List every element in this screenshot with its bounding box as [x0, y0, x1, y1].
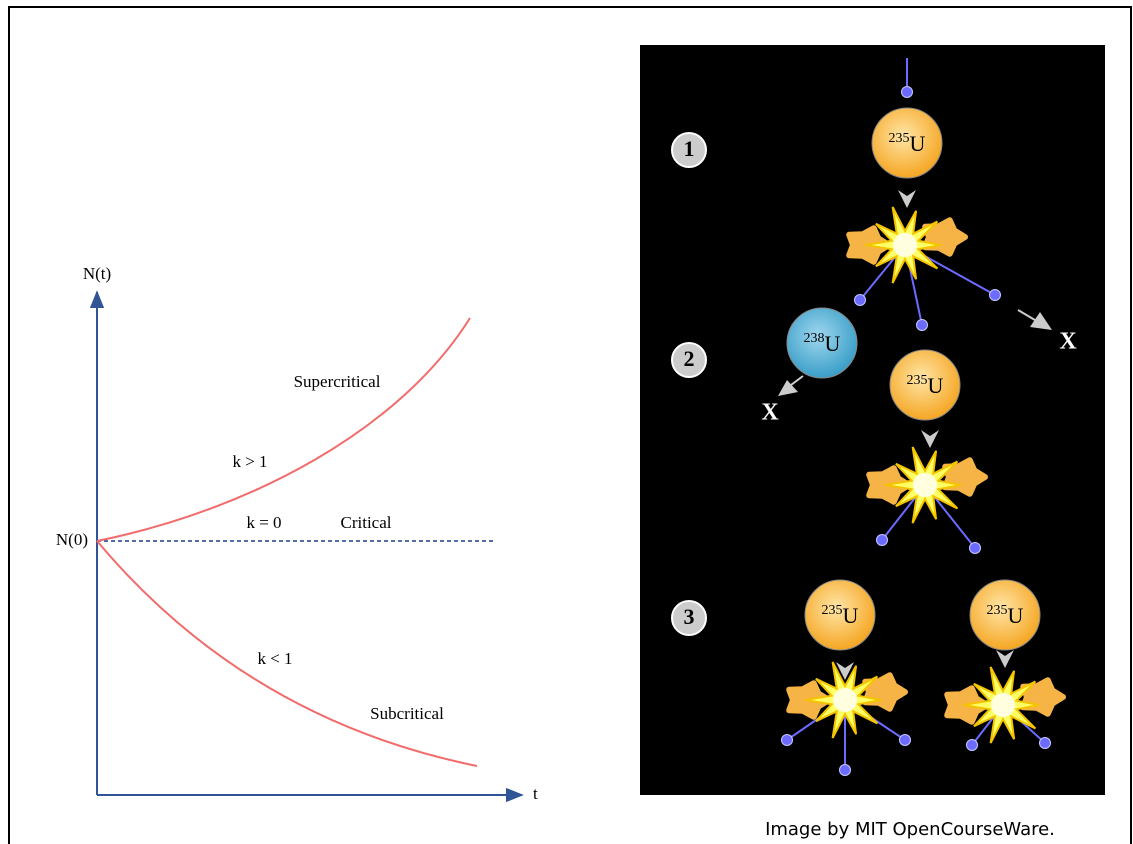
element-symbol: U [910, 131, 926, 156]
burst-core [893, 233, 917, 257]
regime-label: Subcritical [370, 704, 444, 723]
regime-label: Critical [341, 513, 392, 532]
burst-core [913, 473, 937, 497]
arrow [921, 430, 939, 448]
nucleus-label: 235U [907, 373, 944, 398]
neutron [876, 534, 888, 546]
nucleus-label: 235U [822, 603, 859, 628]
arrow [1030, 312, 1052, 330]
element-symbol: U [825, 331, 841, 356]
step-number: 1 [684, 136, 695, 161]
neutron [966, 739, 978, 751]
fission-panel [640, 45, 1105, 795]
neutron [969, 542, 981, 554]
neutron [1039, 737, 1051, 749]
nucleus-label: 235U [889, 131, 926, 156]
absorbed-marker: X [761, 400, 779, 426]
mass-number: 235 [822, 603, 843, 618]
nucleus [969, 579, 1041, 651]
step-number: 3 [684, 604, 695, 629]
caption: Image by MIT OpenCourseWare. [765, 819, 1055, 840]
origin-label: N(0) [56, 530, 88, 549]
arrow [778, 380, 798, 396]
burst-core [833, 688, 857, 712]
regime-label: Supercritical [294, 372, 381, 391]
neutron [899, 734, 911, 746]
neutron [901, 86, 913, 98]
nucleus [871, 107, 943, 179]
neutron [781, 734, 793, 746]
subcritical-curve [96, 540, 478, 767]
step-badge [671, 132, 707, 168]
nucleus-label: 235U [987, 603, 1024, 628]
step-number: 2 [684, 346, 695, 371]
x-axis-label: t [533, 784, 538, 803]
nucleus-label: 238U [804, 331, 841, 356]
neutron [916, 319, 928, 331]
arrow [996, 650, 1014, 668]
element-symbol: U [1008, 603, 1024, 628]
arrow [898, 190, 916, 208]
mass-number: 235 [889, 131, 910, 146]
neutron [854, 294, 866, 306]
nucleus [889, 349, 961, 421]
y-axis-label: N(t) [83, 264, 111, 283]
mass-number: 235 [987, 603, 1008, 618]
condition-label: k = 0 [246, 513, 281, 532]
neutron [839, 764, 851, 776]
nucleus [786, 307, 858, 379]
nucleus [804, 579, 876, 651]
condition-label: k < 1 [257, 649, 292, 668]
frame [8, 6, 1132, 844]
step-badge [671, 342, 707, 378]
burst-core [991, 693, 1015, 717]
arrow [836, 662, 854, 680]
neutron [989, 289, 1001, 301]
absorbed-marker: X [1059, 329, 1077, 355]
mass-number: 235 [907, 373, 928, 388]
element-symbol: U [928, 373, 944, 398]
step-badge [671, 600, 707, 636]
condition-label: k > 1 [232, 452, 267, 471]
element-symbol: U [843, 603, 859, 628]
mass-number: 238 [804, 331, 825, 346]
supercritical-curve [96, 317, 471, 542]
